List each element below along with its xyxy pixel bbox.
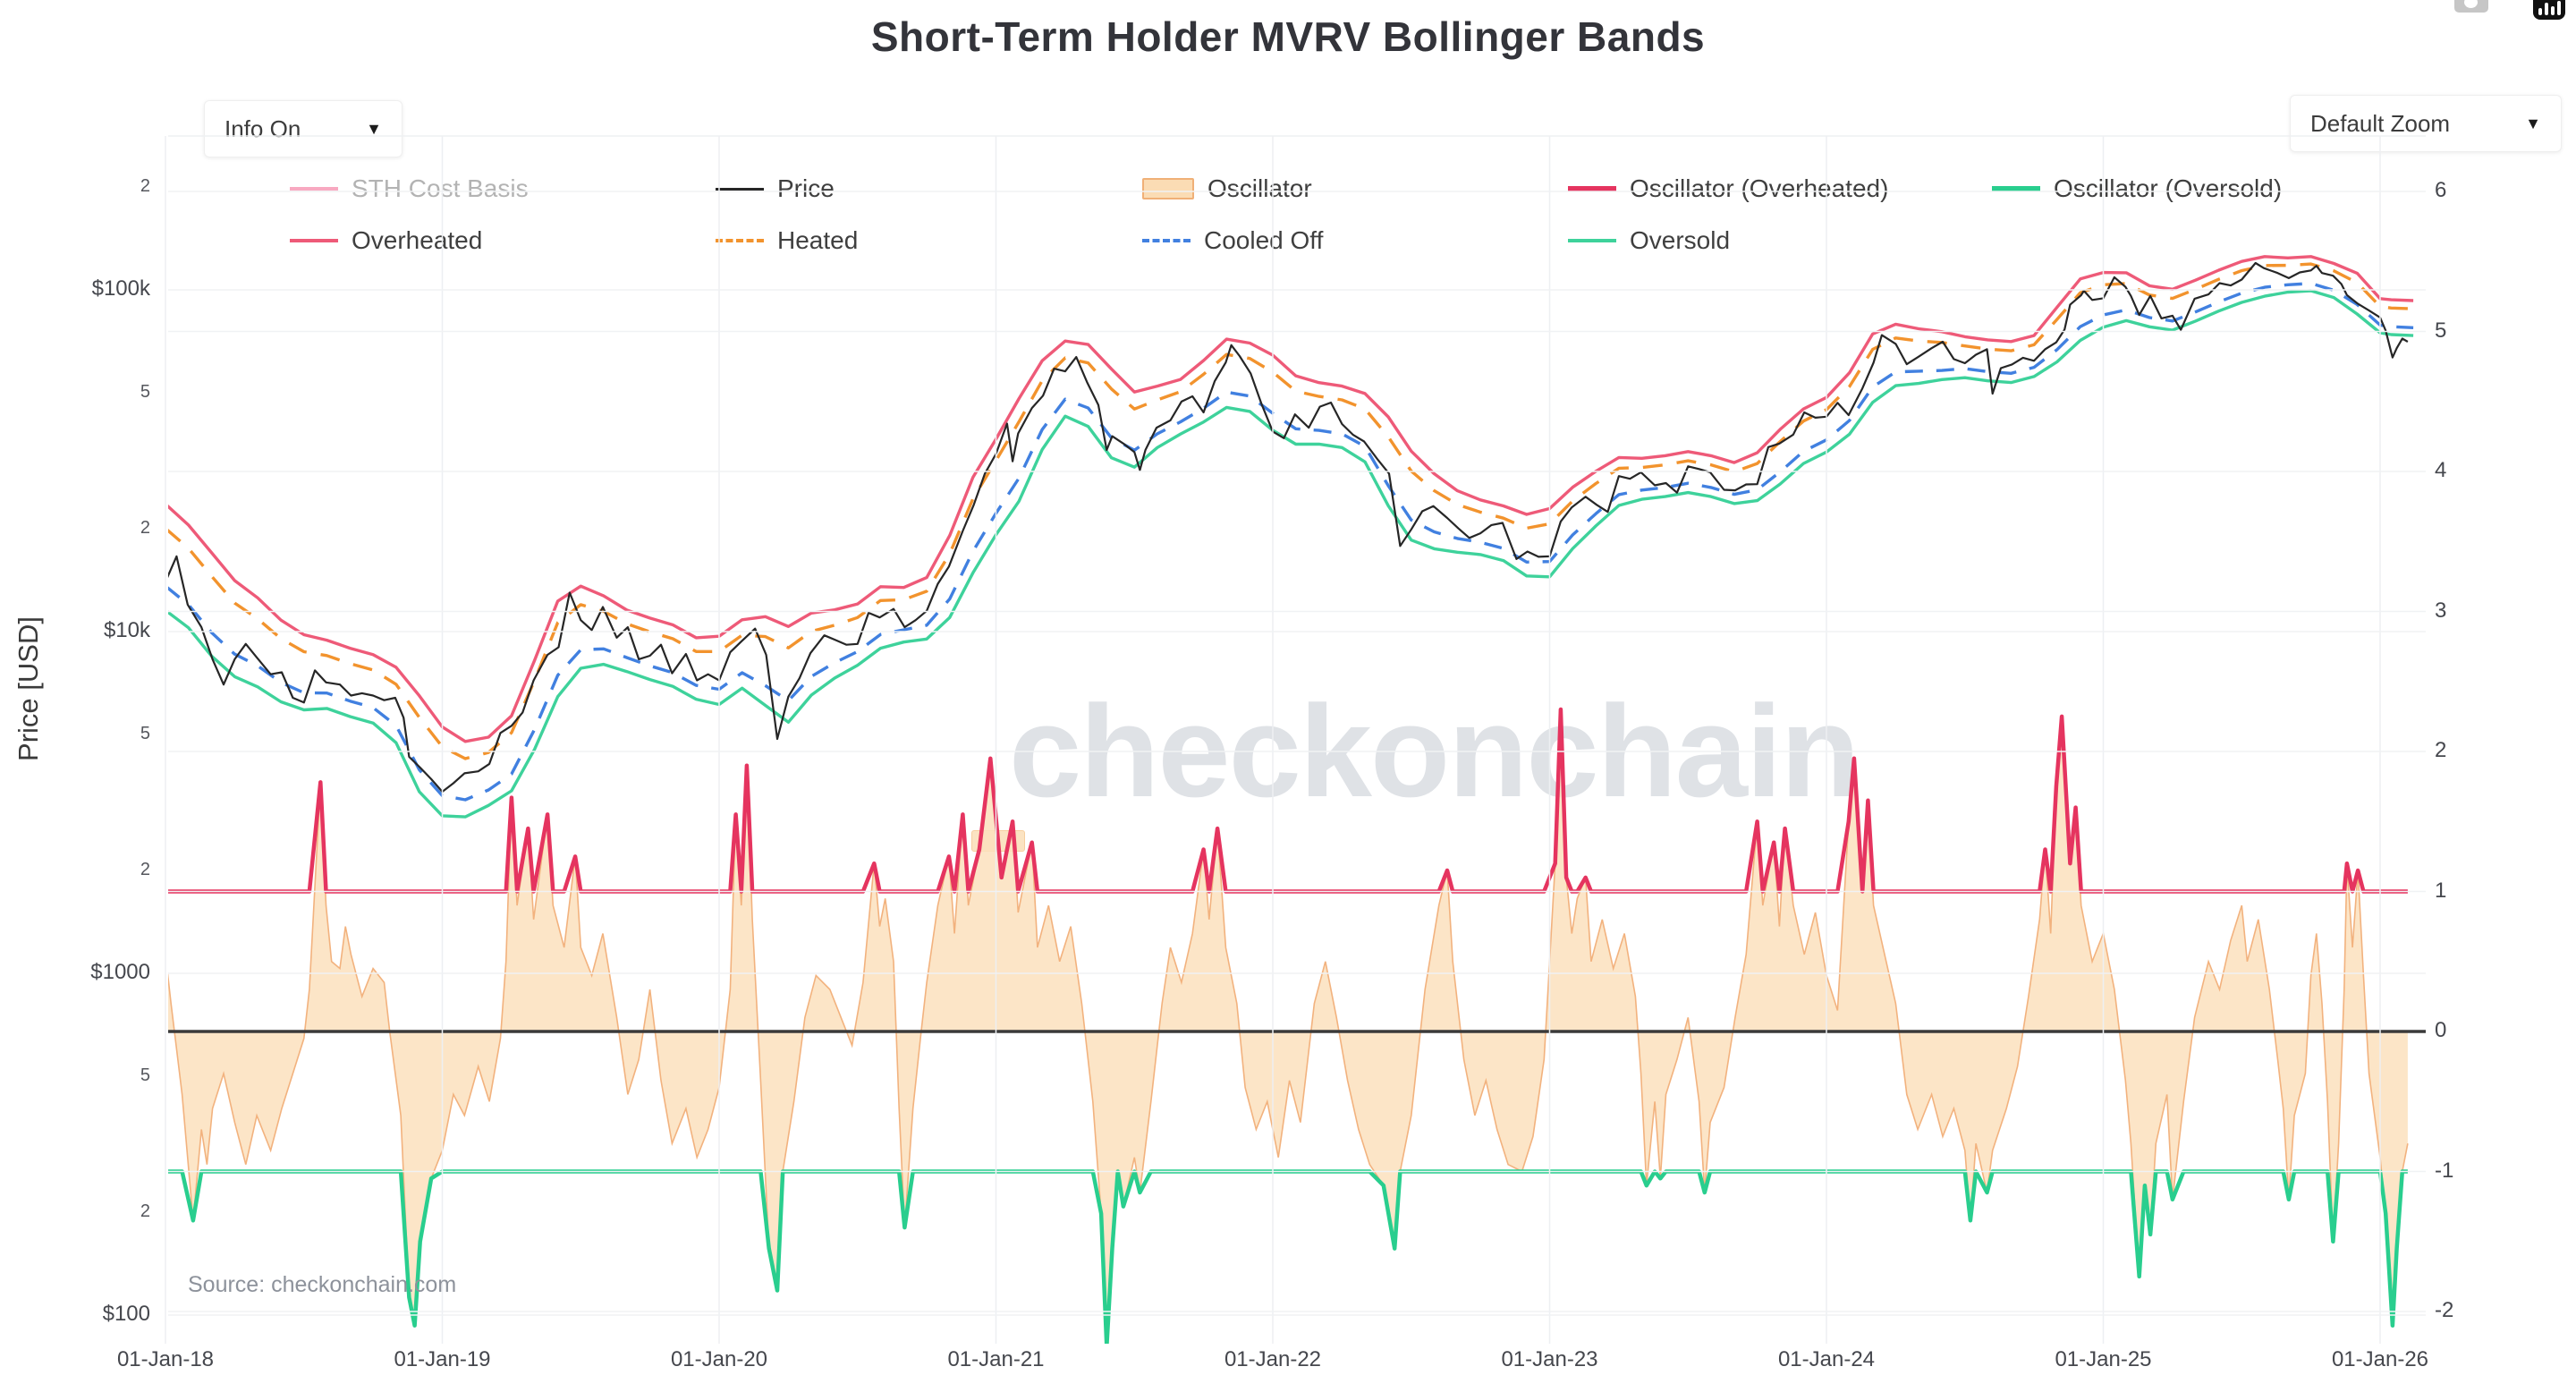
legend-swatch xyxy=(716,187,764,191)
legend-swatch xyxy=(1568,239,1616,242)
date-axis-tick: 01-Jan-26 xyxy=(2331,1347,2429,1371)
legend-label: Price xyxy=(777,174,835,202)
oscillator-axis-tick: 5 xyxy=(2435,318,2447,343)
price-axis-tick: $100 xyxy=(102,1302,150,1326)
page-title: Short-Term Holder MVRV Bollinger Bands xyxy=(870,13,1706,60)
oscillator-axis-tick: -1 xyxy=(2435,1158,2454,1183)
legend-label: Oscillator (Oversold) xyxy=(2054,174,2283,202)
oscillator-axis-tick: 6 xyxy=(2435,178,2447,202)
date-axis-tick: 01-Jan-20 xyxy=(670,1347,768,1371)
date-axis-tick: 01-Jan-19 xyxy=(394,1347,491,1371)
legend-swatch xyxy=(290,187,338,191)
legend-item-oversold[interactable]: Oversold xyxy=(1568,224,1730,258)
price-axis-tick: 2 xyxy=(140,176,150,196)
legend-item-oscillator[interactable]: Oscillator xyxy=(1142,172,1312,206)
price-axis-tick: $10k xyxy=(103,618,150,642)
legend-item-price[interactable]: Price xyxy=(716,172,835,206)
price-axis-tick: 2 xyxy=(140,518,150,538)
price-axis-tick: $1000 xyxy=(90,960,150,984)
legend-swatch xyxy=(290,239,338,242)
date-axis-tick: 01-Jan-21 xyxy=(947,1347,1045,1371)
oscillator-axis-tick: 0 xyxy=(2435,1018,2447,1042)
legend-item-heated[interactable]: Heated xyxy=(716,224,858,258)
plotly-logo-icon[interactable] xyxy=(2533,0,2565,20)
zoom-dropdown-label: Default Zoom xyxy=(2310,109,2451,137)
chevron-down-icon: ▼ xyxy=(2525,114,2541,132)
legend-swatch xyxy=(1568,186,1616,191)
oscillator-axis-tick: 2 xyxy=(2435,738,2447,762)
legend-label: Oscillator xyxy=(1208,174,1312,202)
oscillator-axis-tick: -2 xyxy=(2435,1298,2454,1322)
legend-item-cooled-off[interactable]: Cooled Off xyxy=(1142,224,1323,258)
date-axis-tick: 01-Jan-25 xyxy=(2055,1347,2152,1371)
legend-swatch xyxy=(1142,178,1194,199)
price-axis-tick: 5 xyxy=(140,381,150,402)
plotly-bar xyxy=(2556,1,2561,15)
legend-item-overheated[interactable]: Overheated xyxy=(290,224,482,258)
legend-item-sth-cost-basis[interactable]: STH Cost Basis xyxy=(290,172,529,206)
oscillator-axis-tick: 1 xyxy=(2435,878,2447,903)
legend-label: STH Cost Basis xyxy=(352,174,529,202)
price-axis-tick: 2 xyxy=(140,860,150,879)
date-axis-tick: 01-Jan-18 xyxy=(116,1347,215,1371)
price-axis-tick: 5 xyxy=(140,1065,150,1085)
plotly-bar xyxy=(2550,6,2555,15)
chevron-down-icon: ▼ xyxy=(366,119,382,138)
legend-swatch xyxy=(716,239,764,242)
legend-label: Oversold xyxy=(1630,226,1731,254)
zoom-dropdown[interactable]: Default Zoom ▼ xyxy=(2290,95,2562,152)
plotly-bar xyxy=(2538,8,2542,15)
camera-lens xyxy=(2464,0,2478,8)
date-axis-tick: 01-Jan-24 xyxy=(1777,1347,1876,1371)
price-axis-tick: 5 xyxy=(140,723,150,743)
source-credit: Source: checkonchain.com xyxy=(188,1272,457,1297)
date-axis-tick: 01-Jan-22 xyxy=(1224,1347,1322,1371)
legend-label: Overheated xyxy=(352,226,483,254)
legend-swatch xyxy=(1142,239,1191,242)
legend-label: Heated xyxy=(777,226,859,254)
price-axis-tick: $100k xyxy=(91,276,150,301)
date-axis-tick: 01-Jan-23 xyxy=(1501,1347,1598,1371)
legend-label: Oscillator (Overheated) xyxy=(1630,174,1889,202)
legend-label: Cooled Off xyxy=(1204,226,1324,254)
legend-item-oscillator-oversold[interactable]: Oscillator (Oversold) xyxy=(1992,172,2282,206)
price-axis-tick: 2 xyxy=(140,1201,150,1221)
legend-item-oscillator-overheated[interactable]: Oscillator (Overheated) xyxy=(1568,172,1888,206)
plotly-bar xyxy=(2544,3,2548,15)
camera-download-icon[interactable] xyxy=(2454,0,2488,13)
info-dropdown-label: Info On xyxy=(225,115,301,142)
oscillator-axis-tick: 3 xyxy=(2435,598,2447,623)
legend-swatch xyxy=(1992,186,2040,191)
oscillator-axis-tick: 4 xyxy=(2435,458,2447,482)
y-axis-title-price: Price [USD] xyxy=(13,616,44,761)
info-dropdown[interactable]: Info On ▼ xyxy=(204,100,402,157)
